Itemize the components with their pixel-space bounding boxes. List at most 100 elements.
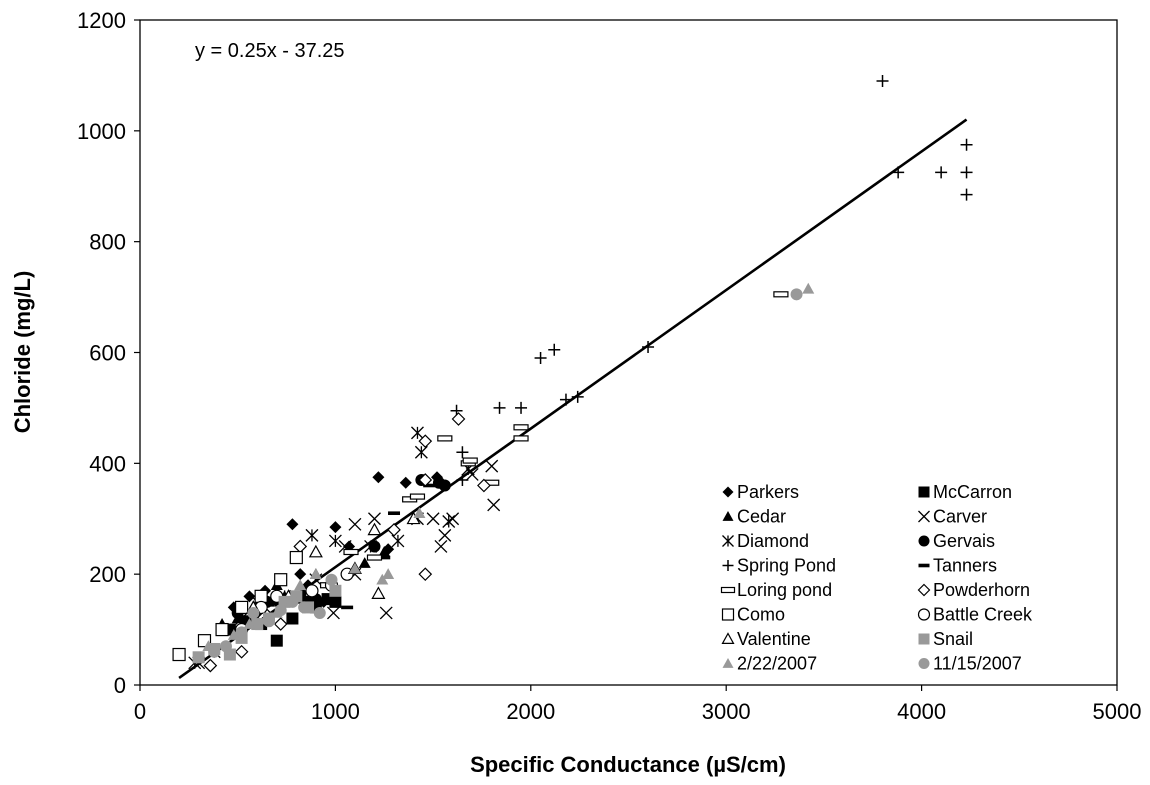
point-2-22-2007 [376, 573, 389, 585]
point-loring-pond [409, 493, 426, 500]
point-diamond [305, 528, 319, 542]
legend-label-spring-pond: Spring Pond [737, 556, 836, 576]
x-axis-title: Specific Conductance (µS/cm) [470, 752, 786, 777]
legend-label-diamond: Diamond [737, 531, 809, 551]
point-2-22-2007 [294, 579, 307, 591]
x-tick-label: 5000 [1093, 699, 1142, 724]
point-2-22-2007 [382, 568, 395, 579]
point-11-15-2007 [325, 573, 338, 586]
point-carver [438, 528, 452, 542]
point-diamond [391, 534, 405, 548]
point-diamond [442, 515, 456, 528]
point-2-22-2007 [243, 618, 256, 629]
point-11-15-2007 [235, 626, 248, 639]
point-spring-pond [892, 166, 905, 179]
point-parkers [372, 471, 385, 484]
point-parkers [329, 521, 342, 534]
point-diamond [414, 445, 428, 459]
trendline-equation: y = 0.25x - 37.25 [195, 40, 345, 62]
x-tick-label: 3000 [702, 699, 751, 724]
point-parkers [399, 476, 412, 489]
legend-marker-como [721, 608, 735, 621]
point-snail [329, 584, 342, 597]
x-tick-label: 0 [134, 699, 146, 724]
legend-marker-battle-creek [917, 608, 931, 621]
legend-label-battle-creek: Battle Creek [933, 605, 1033, 625]
point-cedar [378, 546, 391, 557]
legend-marker-loring-pond [720, 586, 736, 594]
y-tick-label: 200 [89, 562, 126, 587]
point-spring-pond [571, 390, 584, 403]
point-carver [426, 512, 440, 526]
point-powderhorn [418, 567, 433, 582]
point-valentine [367, 522, 382, 536]
x-tick-label: 4000 [897, 699, 946, 724]
point-spring-pond [935, 166, 948, 179]
legend-label-valentine: Valentine [737, 629, 811, 649]
point-11-15-2007 [208, 645, 221, 658]
point-spring-pond [642, 340, 655, 353]
point-spring-pond [456, 446, 469, 459]
point-11-15-2007 [286, 595, 299, 608]
point-11-15-2007 [790, 288, 803, 301]
point-valentine [406, 511, 421, 525]
point-11-15-2007 [247, 606, 260, 619]
legend-label-11-15-2007: 11/15/2007 [933, 654, 1022, 674]
y-axis-title: Chloride (mg/L) [10, 271, 35, 434]
legend-marker-2-22-2007 [722, 658, 734, 668]
point-spring-pond [493, 401, 506, 414]
point-powderhorn [293, 539, 308, 554]
point-como [274, 573, 288, 587]
point-loring-pond [513, 424, 529, 431]
point-carver [379, 606, 393, 620]
point-tanners [378, 555, 391, 560]
legend-marker-valentine [721, 632, 735, 645]
legend-marker-powderhorn [917, 583, 931, 597]
legend-label-gervais: Gervais [933, 531, 995, 551]
point-loring-pond [366, 554, 383, 561]
point-diamond [328, 534, 342, 548]
point-11-15-2007 [219, 640, 232, 653]
y-tick-label: 1000 [77, 119, 126, 144]
legend-label-snail: Snail [933, 629, 973, 649]
point-11-15-2007 [298, 601, 311, 614]
legend-marker-parkers [722, 486, 734, 498]
point-tanners [423, 483, 436, 488]
axes: 0 1000 2000 3000 4000 5000 0 200 400 600 800 1000 12… [77, 8, 1141, 724]
point-parkers [243, 590, 256, 603]
point-2-22-2007 [348, 562, 361, 574]
point-tanners [434, 480, 447, 485]
legend-marker-carver [918, 510, 930, 523]
point-powderhorn [203, 658, 218, 673]
legend-label-como: Como [737, 605, 785, 625]
legend-label-mccarron: McCarron [933, 482, 1012, 502]
point-cedar [358, 557, 371, 568]
legend-label-parkers: Parkers [737, 482, 799, 502]
y-tick-label: 600 [89, 341, 126, 366]
point-11-15-2007 [262, 615, 275, 628]
point-powderhorn [451, 412, 466, 426]
point-valentine [371, 586, 386, 599]
legend-label-loring-pond: Loring pond [737, 580, 832, 600]
point-como [235, 600, 249, 615]
point-powderhorn [387, 522, 401, 537]
legend-marker-gervais [918, 535, 930, 547]
point-spring-pond [960, 166, 973, 179]
legend: Parkers McCarron Cedar Carver Diamond Gervais… [720, 482, 1033, 674]
point-carver [434, 539, 448, 553]
x-tick-label: 2000 [506, 699, 555, 724]
x-tick-label: 1000 [311, 699, 360, 724]
point-11-15-2007 [313, 606, 326, 619]
legend-marker-11-15-2007 [918, 658, 930, 669]
point-spring-pond [960, 188, 973, 201]
point-como [172, 647, 186, 662]
point-mccarron [329, 595, 342, 608]
y-tick-label: 800 [89, 230, 126, 255]
legend-marker-cedar [722, 511, 734, 521]
legend-marker-snail [918, 633, 930, 645]
point-carver [326, 606, 340, 620]
point-carver [485, 459, 499, 473]
y-tick-label: 1200 [77, 8, 126, 33]
